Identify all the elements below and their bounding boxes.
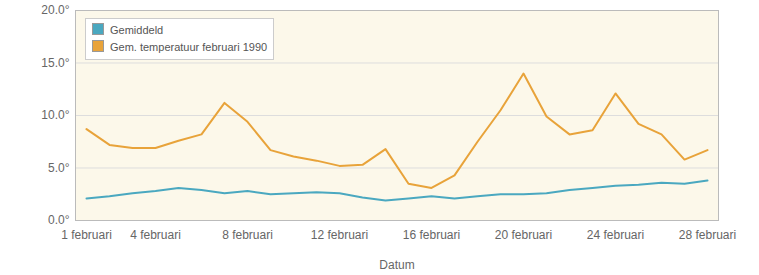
svg-text:12 februari: 12 februari (311, 228, 368, 242)
svg-text:20.0°: 20.0° (41, 3, 69, 17)
svg-text:28 februari: 28 februari (679, 228, 736, 242)
svg-text:0.0°: 0.0° (48, 213, 70, 227)
svg-text:1 februari: 1 februari (61, 228, 112, 242)
svg-text:10.0°: 10.0° (41, 108, 69, 122)
svg-text:Datum: Datum (379, 258, 414, 272)
svg-text:24 februari: 24 februari (587, 228, 644, 242)
svg-text:4 februari: 4 februari (130, 228, 181, 242)
svg-text:16 februari: 16 februari (403, 228, 460, 242)
svg-text:15.0°: 15.0° (41, 56, 69, 70)
html-text:Gemiddeld: Gemiddeld (110, 24, 164, 36)
html-text:Gem. temperatuur februari 1990: Gem. temperatuur februari 1990 (110, 41, 268, 53)
svg-text:8 februari: 8 februari (222, 228, 273, 242)
svg-text:20 februari: 20 februari (495, 228, 552, 242)
svg-text:5.0°: 5.0° (48, 161, 70, 175)
